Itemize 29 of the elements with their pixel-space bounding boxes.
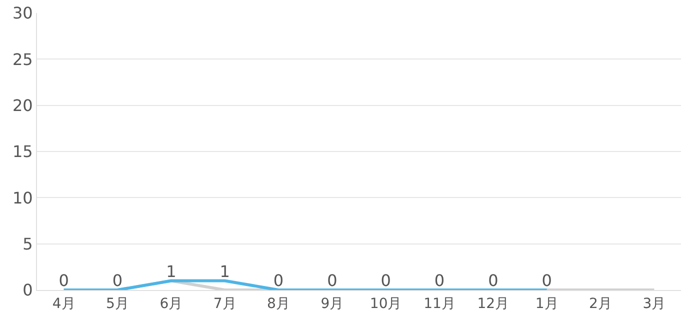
y-tick-label: 5 [22,234,33,254]
x-tick-label: 10月 [370,296,402,312]
x-tick-label: 4月 [52,296,76,312]
data-label: 1 [220,262,230,281]
y-tick-label: 10 [12,188,33,208]
data-label: 1 [166,262,176,281]
y-tick-label: 30 [12,4,33,23]
x-tick-label: 12月 [477,296,510,312]
x-tick-label: 5月 [106,296,129,312]
x-tick-label: 9月 [320,296,344,312]
data-label: 0 [434,271,445,290]
x-tick-label: 6月 [160,296,183,312]
data-label: 0 [112,271,123,290]
x-tick-label: 7月 [213,296,236,312]
y-tick-label: 15 [12,142,33,162]
x-tick-label: 8月 [267,296,290,312]
data-label: 0 [488,271,498,290]
y-tick-label: 25 [12,50,33,69]
data-label: 0 [380,271,391,290]
x-tick-label: 1月 [535,296,558,312]
data-label: 0 [542,271,552,290]
x-tick-label: 3月 [642,296,666,312]
x-tick-label: 2月 [589,296,612,312]
y-tick-label: 20 [12,96,33,115]
x-tick-label: 11月 [424,296,456,312]
data-label: 0 [327,271,338,290]
y-tick-label: 0 [22,280,33,300]
data-label: 0 [273,271,284,290]
data-label: 0 [58,271,69,290]
